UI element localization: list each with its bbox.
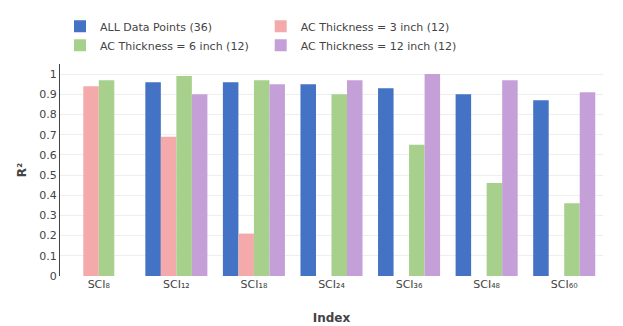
svg-text:0.4: 0.4 [39, 189, 57, 202]
svg-text:0.5: 0.5 [39, 169, 57, 182]
svg-text:0.8: 0.8 [39, 108, 57, 121]
svg-text:AC Thickness = 3 inch (12): AC Thickness = 3 inch (12) [301, 21, 450, 34]
svg-text:R²: R² [15, 163, 29, 178]
svg-text:0.2: 0.2 [39, 229, 57, 242]
svg-text:SCI₆₀: SCI₆₀ [551, 278, 578, 291]
svg-text:0: 0 [50, 270, 57, 283]
svg-text:SCI₁₈: SCI₁₈ [241, 278, 268, 291]
svg-text:SCI₈: SCI₈ [88, 278, 111, 291]
svg-text:AC Thickness = 6 inch (12): AC Thickness = 6 inch (12) [100, 40, 249, 53]
svg-text:0.1: 0.1 [39, 250, 57, 263]
svg-text:SCI₃₆: SCI₃₆ [396, 278, 423, 291]
svg-text:SCI₁₂: SCI₁₂ [163, 278, 190, 291]
svg-text:0.7: 0.7 [39, 129, 57, 142]
svg-text:0.3: 0.3 [39, 209, 57, 222]
svg-text:SCI₂₄: SCI₂₄ [318, 278, 345, 291]
svg-text:0.6: 0.6 [39, 149, 57, 162]
svg-text:ALL Data Points (36): ALL Data Points (36) [100, 21, 212, 34]
svg-text:1: 1 [50, 68, 57, 81]
svg-text:AC Thickness = 12 inch (12): AC Thickness = 12 inch (12) [301, 40, 457, 53]
svg-text:0.9: 0.9 [39, 88, 57, 101]
svg-text:SCI₄₈: SCI₄₈ [473, 278, 500, 291]
svg-text:Index: Index [313, 311, 351, 325]
